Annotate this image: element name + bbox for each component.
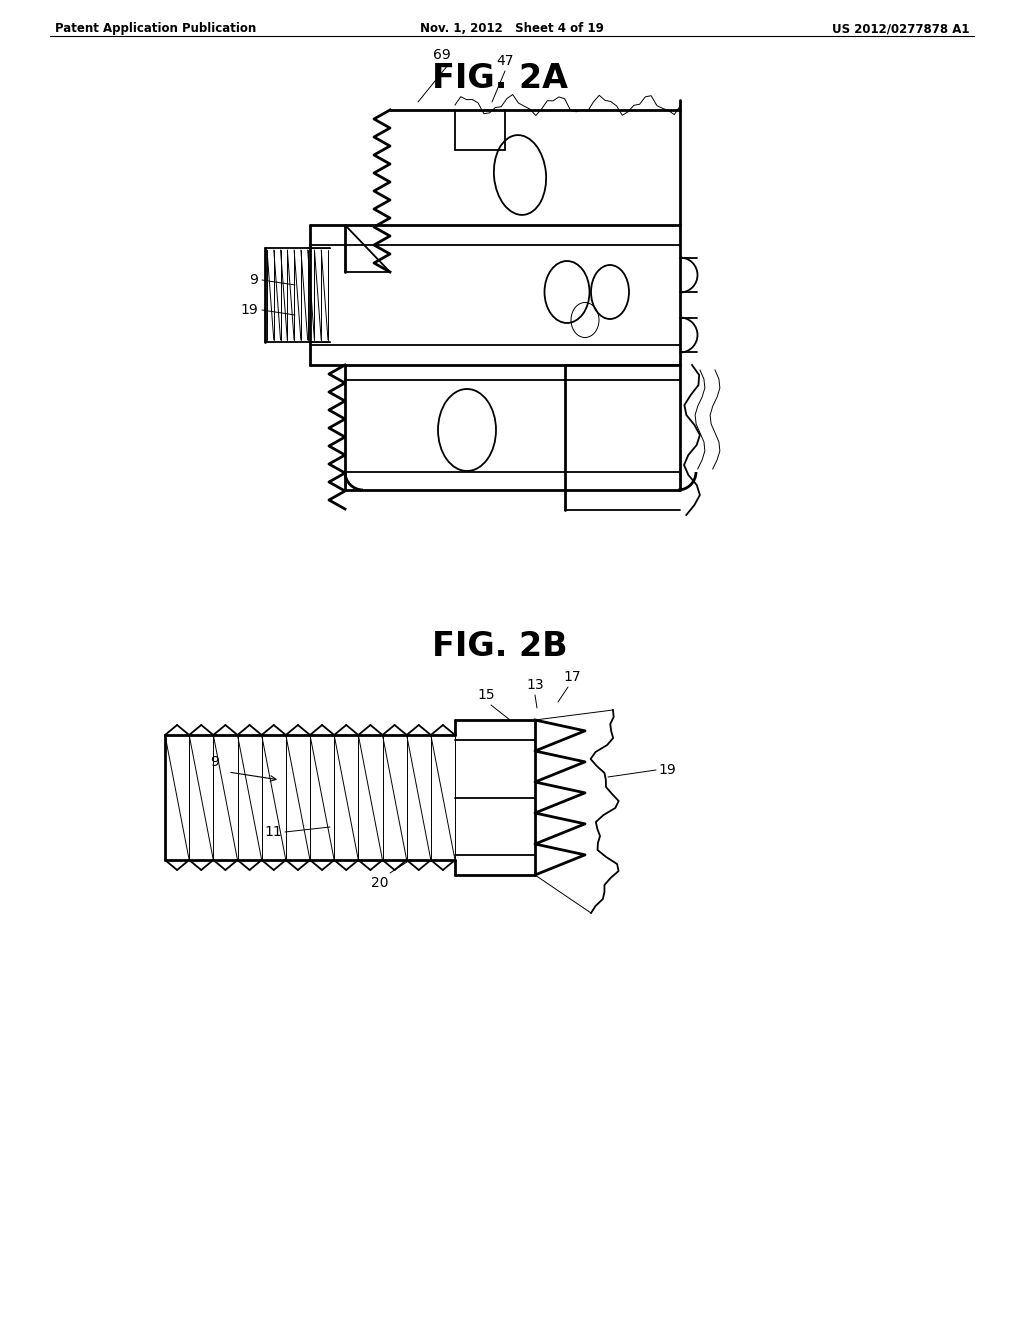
Text: 19: 19 — [658, 763, 676, 777]
Text: 17: 17 — [563, 671, 581, 684]
Text: 15: 15 — [477, 688, 495, 702]
Text: US 2012/0277878 A1: US 2012/0277878 A1 — [833, 22, 970, 36]
Text: 19: 19 — [241, 304, 258, 317]
Text: Patent Application Publication: Patent Application Publication — [55, 22, 256, 36]
Text: FIG. 2A: FIG. 2A — [432, 62, 568, 95]
Text: 9: 9 — [249, 273, 258, 286]
Text: FIG. 2B: FIG. 2B — [432, 630, 568, 663]
Text: 20: 20 — [372, 876, 389, 890]
Text: 69: 69 — [433, 48, 451, 62]
Text: 9: 9 — [210, 755, 219, 770]
Text: 47: 47 — [497, 54, 514, 69]
Text: Nov. 1, 2012   Sheet 4 of 19: Nov. 1, 2012 Sheet 4 of 19 — [420, 22, 604, 36]
Text: 13: 13 — [526, 678, 544, 692]
Text: 11: 11 — [264, 825, 282, 840]
